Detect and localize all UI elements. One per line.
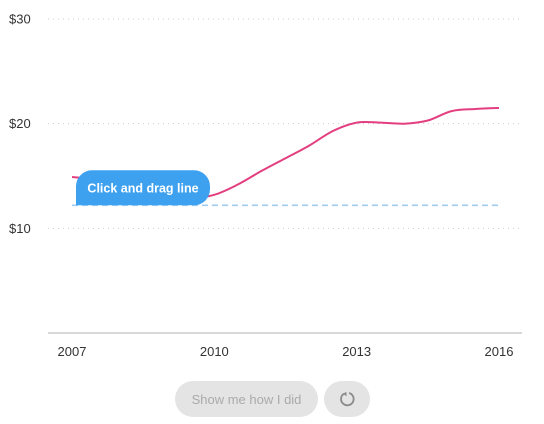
- show-me-how-i-did-button[interactable]: Show me how I did: [175, 381, 318, 417]
- y-tick-label: $30: [9, 12, 31, 27]
- y-tick-label: $20: [9, 116, 31, 131]
- show-me-how-i-did-label: Show me how I did: [191, 391, 302, 407]
- x-axis: 2007 2010 2013 2016: [58, 344, 514, 359]
- y-tick-label: $10: [9, 221, 31, 236]
- reset-icon: [340, 391, 355, 407]
- gridlines: [48, 18, 522, 229]
- y-axis: $30 $20 $10: [9, 12, 31, 236]
- drag-hint-bubble: [76, 170, 210, 206]
- drag-hint-annotation[interactable]: Click and drag line: [76, 170, 210, 206]
- controls: Show me how I did: [175, 381, 370, 417]
- x-tick-label: 2010: [200, 344, 229, 359]
- x-tick-label: 2013: [342, 344, 371, 359]
- reset-button[interactable]: [324, 381, 370, 417]
- x-tick-label: 2016: [485, 344, 514, 359]
- x-tick-label: 2007: [58, 344, 87, 359]
- drag-hint-label: Click and drag line: [87, 181, 198, 195]
- line-chart[interactable]: $30 $20 $10 2007 2010 2013 2016 Click and dra…: [0, 0, 544, 370]
